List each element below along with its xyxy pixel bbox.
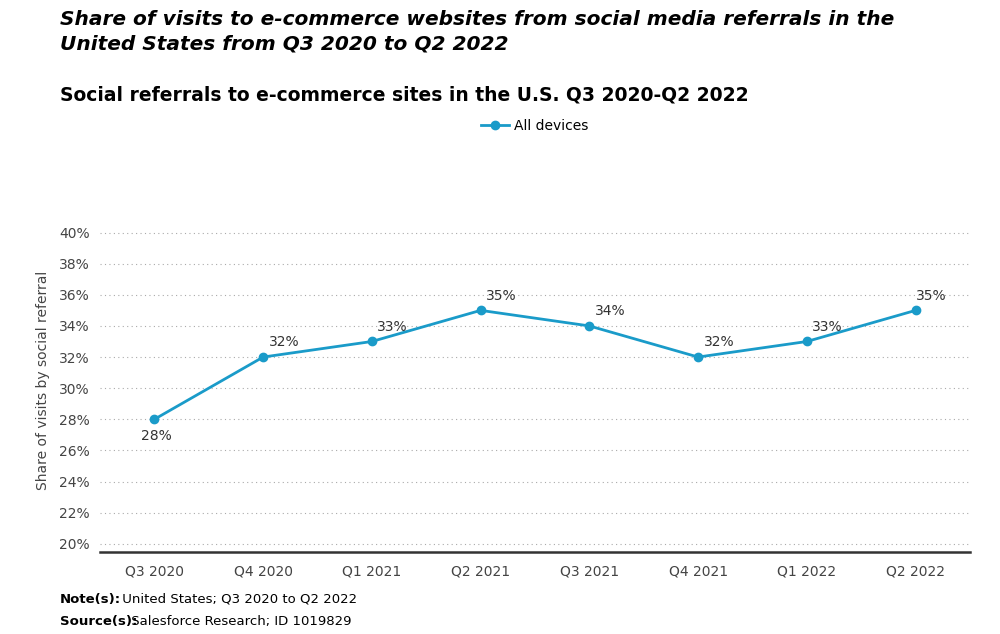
Text: United States from Q3 2020 to Q2 2022: United States from Q3 2020 to Q2 2022 (60, 35, 509, 54)
Text: 33%: 33% (377, 320, 408, 333)
Text: Note(s):: Note(s): (60, 593, 121, 606)
Legend: All devices: All devices (476, 113, 594, 139)
Text: 32%: 32% (704, 335, 734, 349)
Text: 34%: 34% (595, 304, 625, 318)
Text: 28%: 28% (141, 429, 172, 443)
Text: 33%: 33% (812, 320, 843, 333)
Text: Source(s):: Source(s): (60, 615, 137, 628)
Text: Share of visits to e-commerce websites from social media referrals in the: Share of visits to e-commerce websites f… (60, 10, 894, 29)
Text: 35%: 35% (916, 288, 946, 302)
Text: 32%: 32% (269, 335, 299, 349)
Text: Social referrals to e-commerce sites in the U.S. Q3 2020-Q2 2022: Social referrals to e-commerce sites in … (60, 86, 749, 105)
Text: United States; Q3 2020 to Q2 2022: United States; Q3 2020 to Q2 2022 (118, 593, 357, 606)
Text: Salesforce Research; ID 1019829: Salesforce Research; ID 1019829 (127, 615, 352, 628)
Y-axis label: Share of visits by social referral: Share of visits by social referral (36, 271, 50, 490)
Text: 35%: 35% (486, 288, 517, 302)
